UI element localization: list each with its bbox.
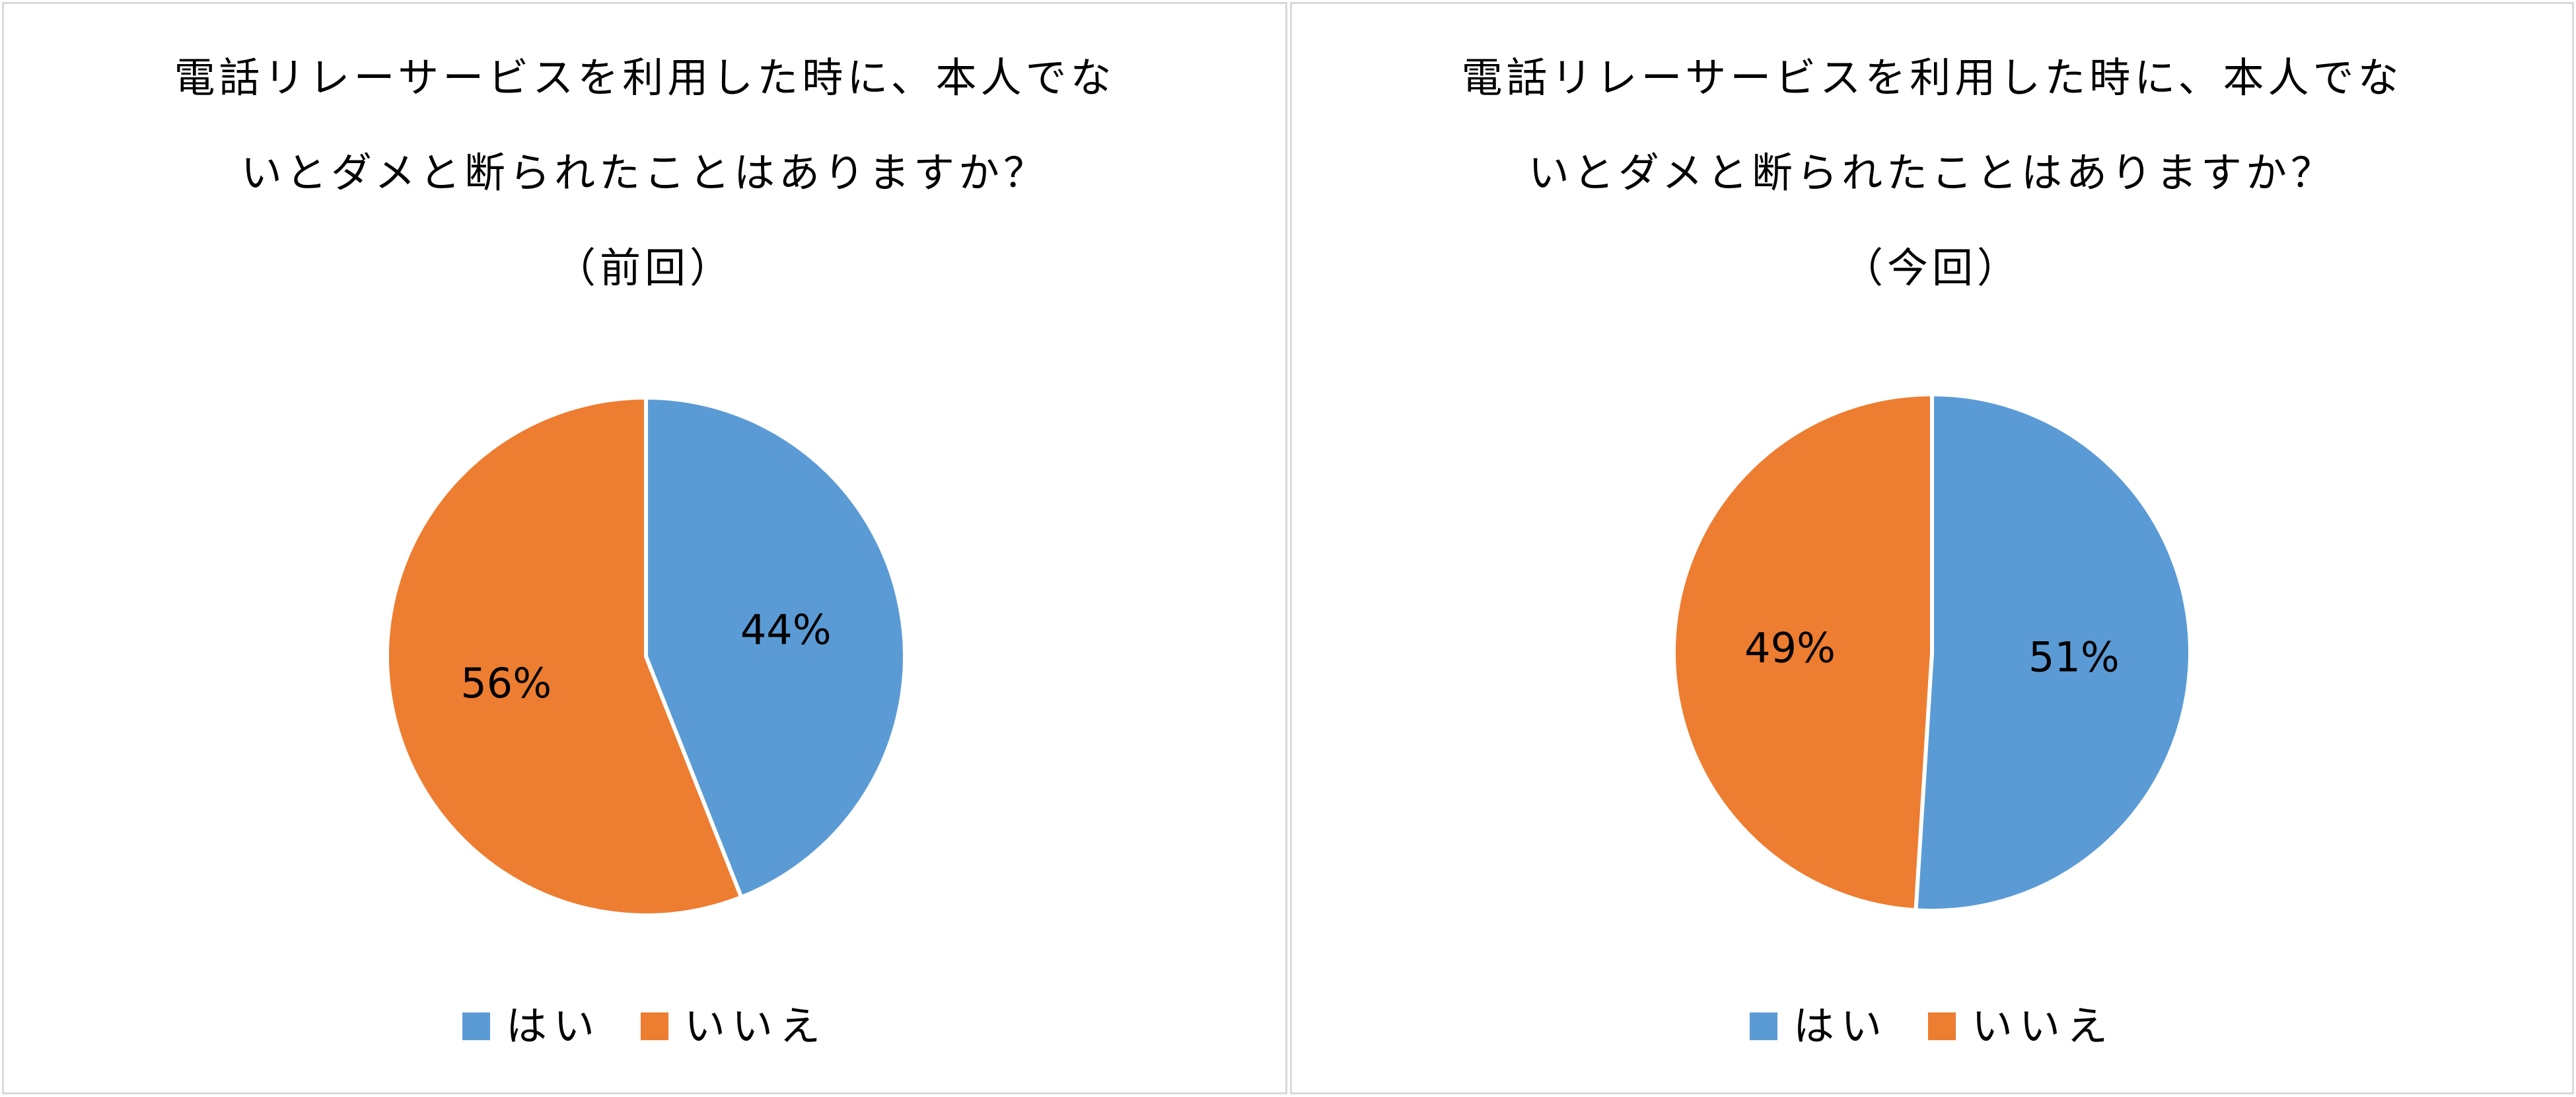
chart-panel-current: 電話リレーサービスを利用した時に、本人でな いとダメと断られたことはありますか？… bbox=[1290, 2, 2574, 1094]
data-label-yes: 51% bbox=[2028, 633, 2120, 681]
chart-title-line-3: （今回） bbox=[1842, 244, 2022, 292]
legend-label-no: いいえ bbox=[1972, 1002, 2115, 1050]
chart-title-line-3: （前回） bbox=[554, 244, 734, 292]
pie-slice-no bbox=[385, 396, 744, 917]
legend: はい いいえ bbox=[1292, 1003, 2572, 1050]
data-label-no: 56% bbox=[460, 659, 552, 707]
legend-swatch-no bbox=[1928, 1012, 1956, 1040]
chart-title-line-1: 電話リレーサービスを利用した時に、本人でな bbox=[1461, 53, 2403, 102]
chart-title-line-1: 電話リレーサービスを利用した時に、本人でな bbox=[174, 53, 1116, 102]
chart-title-line-2: いとダメと断られたことはありますか？ bbox=[240, 149, 1049, 197]
legend-label-yes: はい bbox=[1793, 1002, 1888, 1050]
pie-slice-no bbox=[1671, 392, 1934, 913]
data-label-yes: 44% bbox=[740, 606, 832, 654]
pie-slice-yes bbox=[1914, 392, 2192, 913]
pie-chart-previous: 44% 56% bbox=[385, 396, 907, 917]
legend-item-yes: はい bbox=[1749, 1002, 1888, 1050]
legend-swatch-no bbox=[641, 1012, 668, 1040]
legend: はい いいえ bbox=[4, 1003, 1285, 1050]
chart-title-line-2: いとダメと断られたことはありますか？ bbox=[1528, 149, 2336, 197]
data-label-no: 49% bbox=[1744, 624, 1836, 672]
legend-item-no: いいえ bbox=[1928, 1003, 2114, 1050]
legend-swatch-yes bbox=[1749, 1012, 1777, 1040]
legend-label-no: いいえ bbox=[684, 1002, 828, 1050]
legend-label-yes: はい bbox=[505, 1002, 601, 1050]
legend-item-no: いいえ bbox=[641, 1003, 827, 1050]
legend-swatch-yes bbox=[462, 1012, 490, 1040]
pie-chart-current: 51% 49% bbox=[1671, 392, 2192, 913]
chart-panel-previous: 電話リレーサービスを利用した時に、本人でな いとダメと断られたことはありますか？… bbox=[2, 2, 1287, 1094]
pie-slice-yes bbox=[644, 396, 907, 900]
legend-item-yes: はい bbox=[462, 1003, 601, 1050]
